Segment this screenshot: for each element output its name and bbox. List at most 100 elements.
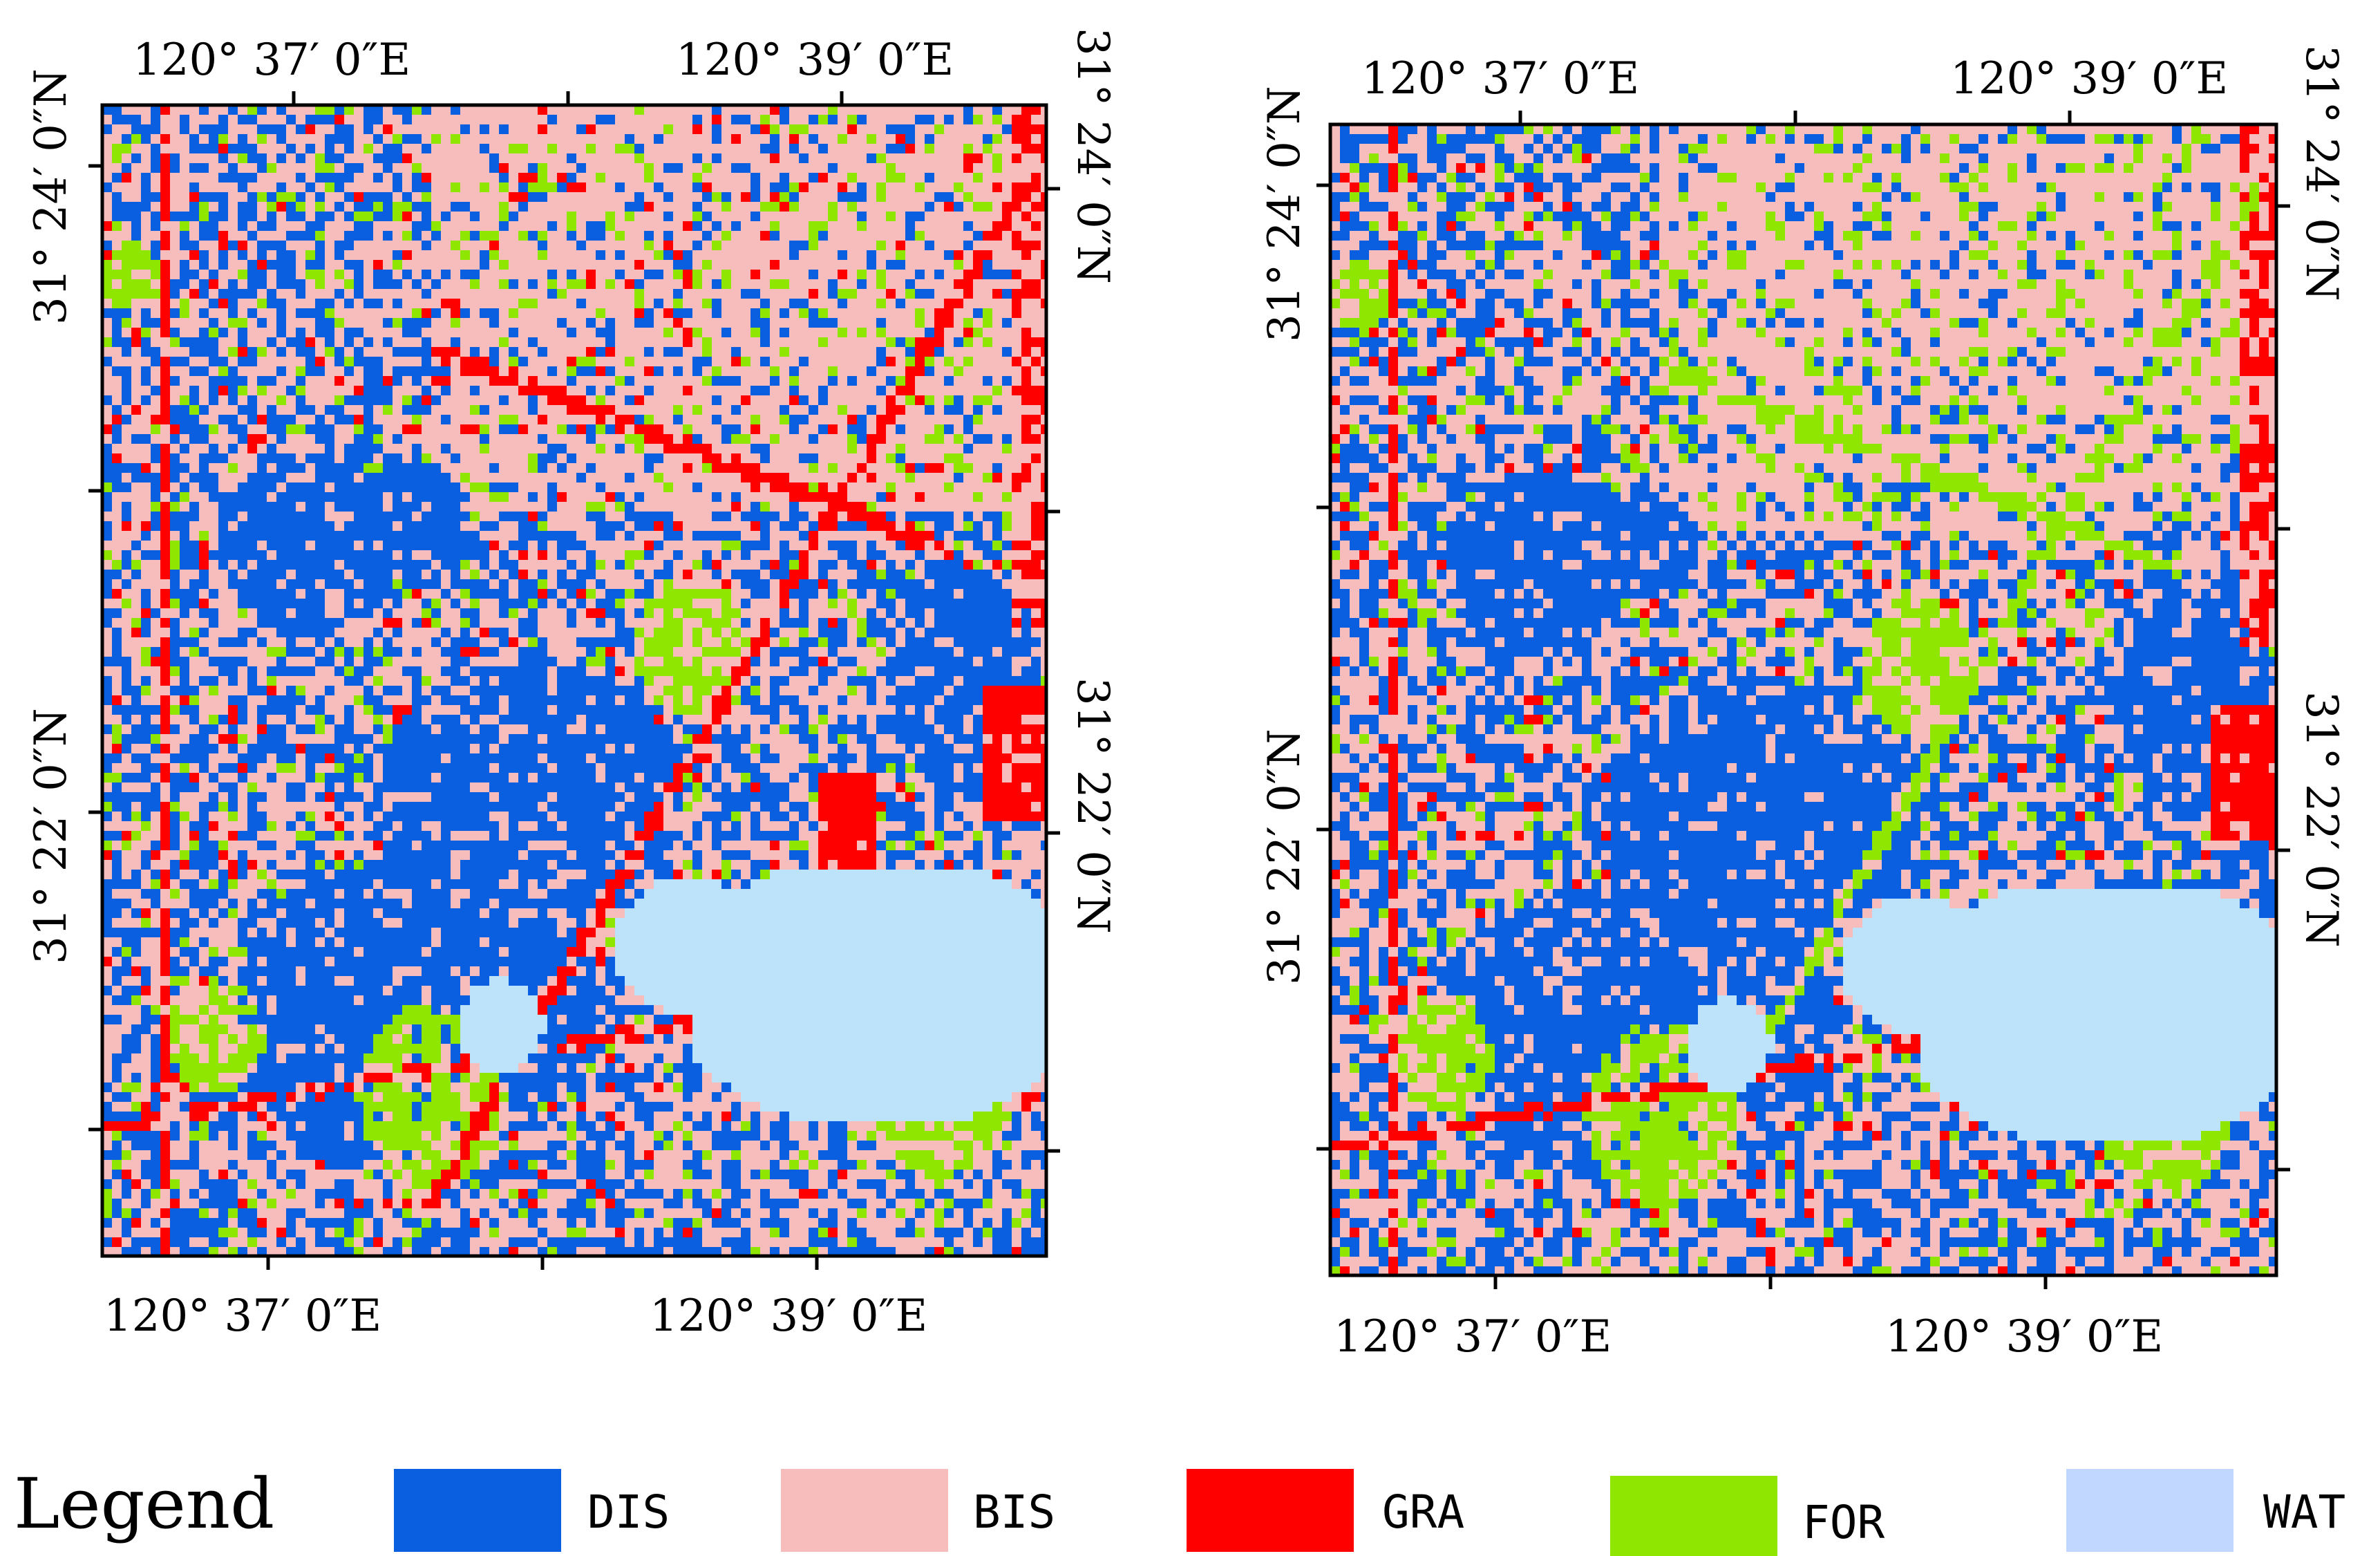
raster-cell xyxy=(441,879,451,889)
raster-cell xyxy=(963,512,973,521)
raster-cell xyxy=(480,841,489,850)
raster-cell xyxy=(867,928,876,937)
raster-cell xyxy=(441,957,451,966)
raster-cell xyxy=(431,782,441,792)
raster-cell xyxy=(315,976,325,986)
raster-cell xyxy=(170,976,180,986)
raster-cell xyxy=(296,870,305,879)
raster-cell xyxy=(567,966,576,976)
raster-cell xyxy=(625,695,634,705)
raster-cell xyxy=(441,821,451,831)
raster-cell xyxy=(518,831,528,841)
raster-cell xyxy=(431,599,441,608)
raster-cell xyxy=(576,802,586,812)
raster-cell xyxy=(838,289,847,299)
raster-cell xyxy=(712,831,721,841)
raster-cell xyxy=(847,928,857,937)
raster-cell xyxy=(944,947,954,957)
raster-cell xyxy=(915,463,925,473)
raster-cell xyxy=(402,850,412,860)
raster-cell xyxy=(973,957,983,966)
raster-cell xyxy=(402,957,412,966)
raster-cell xyxy=(886,260,896,270)
raster-cell xyxy=(538,899,547,908)
raster-cell xyxy=(799,357,809,366)
raster-cell xyxy=(857,521,867,531)
raster-cell xyxy=(393,715,402,724)
raster-cell xyxy=(663,773,673,782)
raster-cell xyxy=(460,676,470,686)
raster-cell xyxy=(857,618,867,628)
raster-cell xyxy=(480,889,489,899)
raster-cell xyxy=(354,966,363,976)
raster-cell xyxy=(363,773,373,782)
raster-cell xyxy=(141,889,151,899)
raster-cell xyxy=(305,424,315,434)
raster-cell xyxy=(683,782,692,792)
raster-cell xyxy=(334,492,344,502)
raster-cell xyxy=(305,570,315,579)
raster-cell xyxy=(518,763,528,773)
raster-cell xyxy=(1021,705,1031,715)
raster-cell xyxy=(538,589,547,599)
raster-cell xyxy=(934,124,944,134)
raster-cell xyxy=(934,347,944,357)
raster-cell xyxy=(518,357,528,366)
raster-cell xyxy=(1012,947,1021,957)
raster-cell xyxy=(422,889,431,899)
raster-cell xyxy=(944,957,954,966)
raster-cell xyxy=(247,908,257,918)
raster-cell xyxy=(393,599,402,608)
raster-cell xyxy=(741,802,750,812)
raster-cell xyxy=(673,918,683,928)
raster-cell xyxy=(731,492,741,502)
raster-cell xyxy=(480,918,489,928)
raster-cell xyxy=(286,541,296,550)
raster-cell xyxy=(963,647,973,657)
raster-cell xyxy=(1012,773,1021,782)
raster-cell xyxy=(238,850,247,860)
raster-cell xyxy=(876,792,886,802)
raster-cell xyxy=(460,802,470,812)
raster-cell xyxy=(538,879,547,889)
raster-cell xyxy=(867,899,876,908)
raster-cell xyxy=(422,870,431,879)
raster-cell xyxy=(944,250,954,260)
raster-cell xyxy=(712,105,721,115)
raster-cell xyxy=(325,579,334,589)
raster-cell xyxy=(131,734,141,744)
raster-cell xyxy=(199,328,209,337)
raster-cell xyxy=(334,860,344,870)
raster-cell xyxy=(983,599,992,608)
raster-cell xyxy=(905,812,915,821)
raster-cell xyxy=(122,928,131,937)
raster-cell xyxy=(983,966,992,976)
raster-cell xyxy=(518,647,528,657)
raster-cell xyxy=(470,841,480,850)
raster-cell xyxy=(973,231,983,241)
raster-cell xyxy=(1012,705,1021,715)
raster-cell xyxy=(460,357,470,366)
raster-cell xyxy=(750,831,760,841)
raster-cell xyxy=(518,695,528,705)
raster-cell xyxy=(1012,482,1021,492)
raster-cell xyxy=(973,947,983,957)
raster-cell xyxy=(954,463,963,473)
raster-cell xyxy=(567,695,576,705)
raster-cell xyxy=(218,144,228,153)
raster-cell xyxy=(451,908,460,918)
raster-cell xyxy=(480,444,489,453)
raster-cell xyxy=(344,473,354,482)
raster-cell xyxy=(857,879,867,889)
raster-cell xyxy=(750,899,760,908)
raster-cell xyxy=(267,841,276,850)
raster-cell xyxy=(799,637,809,647)
raster-cell xyxy=(712,928,721,937)
raster-cell xyxy=(644,550,654,560)
raster-cell xyxy=(528,860,538,870)
raster-cell xyxy=(170,792,180,802)
raster-cell xyxy=(315,589,325,599)
raster-cell xyxy=(663,889,673,899)
raster-cell xyxy=(615,860,625,870)
raster-cell xyxy=(257,821,267,831)
